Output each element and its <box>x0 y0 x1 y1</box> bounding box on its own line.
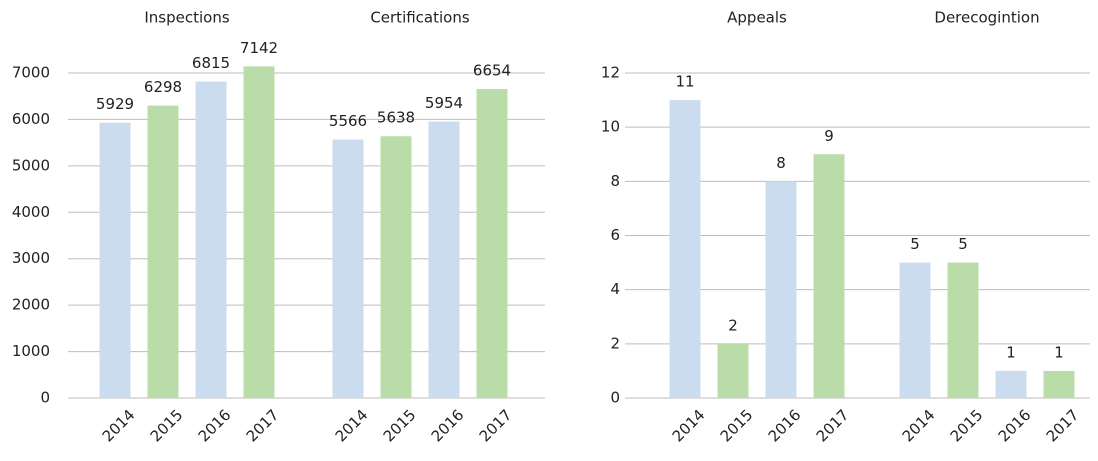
x-tick-label: 2017 <box>1043 406 1083 446</box>
bar <box>195 81 227 398</box>
y-tick-label: 6 <box>610 226 620 244</box>
x-tick-label: 2015 <box>947 406 987 446</box>
bar <box>947 262 979 398</box>
x-tick-label: 2014 <box>99 406 139 446</box>
group-title: Certifications <box>370 9 470 27</box>
y-tick-label: 3000 <box>12 249 50 267</box>
value-label: 6654 <box>473 62 511 80</box>
value-label: 7142 <box>240 39 278 57</box>
y-tick-label: 12 <box>601 64 620 82</box>
x-tick-label: 2016 <box>428 406 468 446</box>
y-tick-label: 4000 <box>12 203 50 221</box>
y-tick-label: 7000 <box>12 64 50 82</box>
group-title: Derecogintion <box>934 9 1039 27</box>
value-label: 6298 <box>144 78 182 96</box>
y-tick-label: 2 <box>610 334 620 352</box>
x-tick-label: 2014 <box>899 406 939 446</box>
y-tick-label: 8 <box>610 172 620 190</box>
value-label: 5566 <box>329 112 367 130</box>
bar <box>380 136 412 398</box>
x-tick-label: 2014 <box>332 406 372 446</box>
bar <box>1043 370 1075 398</box>
value-label: 8 <box>776 154 786 172</box>
value-label: 2 <box>728 316 738 334</box>
x-tick-label: 2016 <box>995 406 1035 446</box>
group-title: Appeals <box>727 9 787 27</box>
bar <box>813 154 845 398</box>
value-label: 1 <box>1054 343 1064 361</box>
group-title: Inspections <box>144 9 229 27</box>
y-tick-label: 1000 <box>12 342 50 360</box>
bar <box>669 100 701 398</box>
bar <box>147 105 179 398</box>
bar <box>332 139 364 399</box>
value-label: 5929 <box>96 95 134 113</box>
bar <box>428 121 460 399</box>
bar <box>717 343 749 398</box>
bar <box>995 370 1027 398</box>
x-tick-label: 2016 <box>195 406 235 446</box>
x-tick-label: 2015 <box>717 406 757 446</box>
bar <box>243 66 275 399</box>
value-label: 5 <box>958 235 968 253</box>
x-tick-label: 2014 <box>669 406 709 446</box>
value-label: 5638 <box>377 109 415 127</box>
x-tick-label: 2017 <box>813 406 853 446</box>
value-label: 11 <box>675 73 694 91</box>
x-tick-label: 2017 <box>476 406 516 446</box>
y-tick-label: 5000 <box>12 156 50 174</box>
y-tick-label: 2000 <box>12 296 50 314</box>
value-label: 5954 <box>425 94 463 112</box>
y-tick-label: 0 <box>610 389 620 407</box>
bar <box>476 89 508 399</box>
y-tick-label: 4 <box>610 280 620 298</box>
y-tick-label: 0 <box>40 389 50 407</box>
y-tick-label: 6000 <box>12 110 50 128</box>
value-label: 5 <box>910 235 920 253</box>
x-tick-label: 2015 <box>380 406 420 446</box>
x-tick-label: 2017 <box>243 406 283 446</box>
y-tick-label: 10 <box>601 118 620 136</box>
value-label: 9 <box>824 127 834 145</box>
x-tick-label: 2016 <box>765 406 805 446</box>
bar <box>899 262 931 398</box>
value-label: 6815 <box>192 54 230 72</box>
bar <box>99 122 131 398</box>
value-label: 1 <box>1006 343 1016 361</box>
bar <box>765 181 797 398</box>
x-tick-label: 2015 <box>147 406 187 446</box>
